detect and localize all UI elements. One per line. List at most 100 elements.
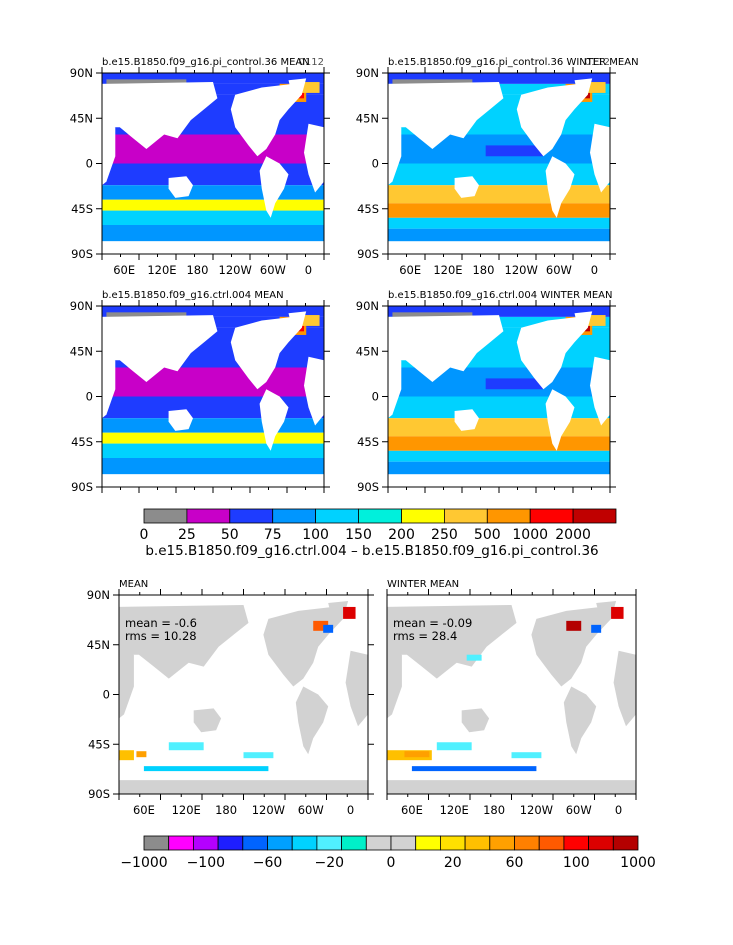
ocean-band bbox=[388, 217, 610, 229]
colorbar-label: 250 bbox=[431, 527, 458, 543]
antarctic-margin-anomaly bbox=[143, 766, 269, 772]
colorbar-label: 100 bbox=[302, 527, 329, 543]
y-tick-label: 90N bbox=[87, 588, 110, 602]
ocean-band bbox=[102, 225, 324, 242]
y-tick-label: 45S bbox=[71, 435, 93, 449]
land-eurasia bbox=[387, 605, 517, 679]
panel-title: b.e15.B1850.f09_g16.pi_control.36 MEAN bbox=[102, 57, 310, 68]
ocean-band bbox=[388, 461, 610, 475]
cyan-anomaly-a bbox=[436, 742, 472, 751]
pacific-anomaly bbox=[466, 654, 482, 661]
land-australia bbox=[168, 409, 193, 431]
panel-title: b.e15.B1850.f09_g16.ctrl.004 WINTER MEAN bbox=[388, 290, 612, 301]
nordic-sea-hotspot bbox=[587, 82, 606, 93]
land-americasN bbox=[230, 316, 302, 390]
y-tick-label: 45N bbox=[70, 111, 93, 125]
y-tick-label: 0 bbox=[86, 157, 93, 171]
x-tick-label: 60W bbox=[298, 803, 324, 817]
x-tick-label: 60W bbox=[566, 803, 592, 817]
x-tick-label: 120W bbox=[505, 263, 538, 277]
x-tick-label: 120W bbox=[219, 263, 252, 277]
land-americasS bbox=[259, 156, 289, 218]
land-australia bbox=[193, 708, 222, 733]
colorbar-label: 150 bbox=[345, 527, 372, 543]
land-americasN bbox=[516, 83, 588, 157]
colorbar-swatch bbox=[341, 835, 367, 851]
land-australia bbox=[454, 409, 479, 431]
x-tick-label: 60W bbox=[260, 263, 286, 277]
land-africa bbox=[304, 123, 324, 193]
y-tick-label: 45S bbox=[71, 202, 93, 216]
land-antarctica bbox=[102, 474, 324, 487]
land-africaW bbox=[388, 356, 402, 419]
x-tick-label: 0 bbox=[615, 803, 622, 817]
ocean-band bbox=[388, 228, 610, 242]
x-tick-label: 60W bbox=[546, 263, 572, 277]
land-eurasia bbox=[388, 315, 504, 382]
x-tick-label: 120E bbox=[433, 263, 462, 277]
land-antarctica bbox=[388, 241, 610, 254]
ocean-band bbox=[388, 163, 610, 186]
arctic-fringe bbox=[392, 79, 473, 85]
ocean-band bbox=[388, 306, 610, 317]
panel-title: MEAN bbox=[119, 579, 148, 590]
colorbar-swatch bbox=[186, 508, 231, 524]
indian-ocean-patch bbox=[106, 374, 156, 393]
land-africaW bbox=[387, 650, 402, 719]
colorbar-swatch bbox=[612, 835, 639, 851]
ocean-band bbox=[388, 436, 610, 451]
x-tick-label: 0 bbox=[347, 803, 354, 817]
panel-stat: mean = -0.6 bbox=[125, 616, 197, 630]
land-americasS bbox=[545, 389, 575, 451]
y-tick-label: 0 bbox=[103, 688, 110, 702]
land-eurasia bbox=[102, 82, 218, 149]
ocean-band bbox=[388, 185, 610, 204]
x-tick-label: 180 bbox=[483, 803, 505, 817]
panel-corner-label: 0112 bbox=[585, 57, 610, 68]
ocean-band bbox=[388, 418, 610, 437]
nordic-anomaly bbox=[343, 606, 356, 619]
indian-ocean-patch bbox=[392, 141, 442, 160]
colorbar-swatch bbox=[572, 508, 617, 524]
x-tick-label: 0 bbox=[591, 263, 598, 277]
ocean-band bbox=[388, 73, 610, 84]
antarctic-margin-anomaly bbox=[411, 766, 537, 772]
land-americasN bbox=[531, 606, 612, 687]
colorbar-label: 200 bbox=[388, 527, 415, 543]
nordic-sea-hotspot bbox=[587, 315, 606, 326]
y-tick-label: 90S bbox=[357, 480, 379, 494]
colorbar-label: −60 bbox=[253, 855, 283, 871]
nordic-sea-hotspot bbox=[301, 82, 320, 93]
y-tick-label: 0 bbox=[372, 390, 379, 404]
colorbar-swatch bbox=[358, 508, 402, 524]
land-antarctica bbox=[387, 780, 636, 794]
land-americasN bbox=[516, 316, 588, 390]
land-americasS bbox=[295, 686, 329, 755]
colorbar-swatch bbox=[291, 835, 318, 851]
map-panel-p4: 90N 45N 0 45S 90S b.e15.B1850.f09_g16.ctrl.00… bbox=[356, 290, 616, 494]
colorbar-swatch bbox=[315, 508, 359, 524]
land-americasN bbox=[230, 83, 302, 157]
colorbar-swatch bbox=[415, 835, 441, 851]
panel-title: b.e15.B1850.f09_g16.ctrl.004 MEAN bbox=[102, 290, 284, 301]
colorbar-label: 2000 bbox=[555, 527, 591, 543]
ocean-band bbox=[102, 199, 324, 211]
x-tick-label: 60E bbox=[401, 803, 423, 817]
y-tick-label: 0 bbox=[86, 390, 93, 404]
cyan-anomaly-a bbox=[168, 742, 204, 751]
colorbar-swatch bbox=[443, 508, 488, 524]
colorbar-top: 0 25 50 75 100 150 200 250 500 1000 2000 bbox=[140, 508, 617, 543]
land-africa bbox=[590, 123, 610, 193]
panel-stat: rms = 28.4 bbox=[393, 629, 457, 643]
colorbar-swatch bbox=[229, 508, 274, 524]
y-tick-label: 90N bbox=[356, 299, 379, 313]
y-tick-label: 90N bbox=[70, 299, 93, 313]
nordic-anomaly bbox=[611, 606, 624, 619]
land-africaW bbox=[102, 123, 116, 186]
land-africa bbox=[590, 356, 610, 426]
colorbar-label: 500 bbox=[474, 527, 501, 543]
colorbar-label: 100 bbox=[563, 855, 590, 871]
southern-ocean-anomaly-core bbox=[136, 751, 147, 758]
x-tick-label: 180 bbox=[186, 263, 208, 277]
southern-ocean-anomaly-core bbox=[404, 751, 430, 758]
